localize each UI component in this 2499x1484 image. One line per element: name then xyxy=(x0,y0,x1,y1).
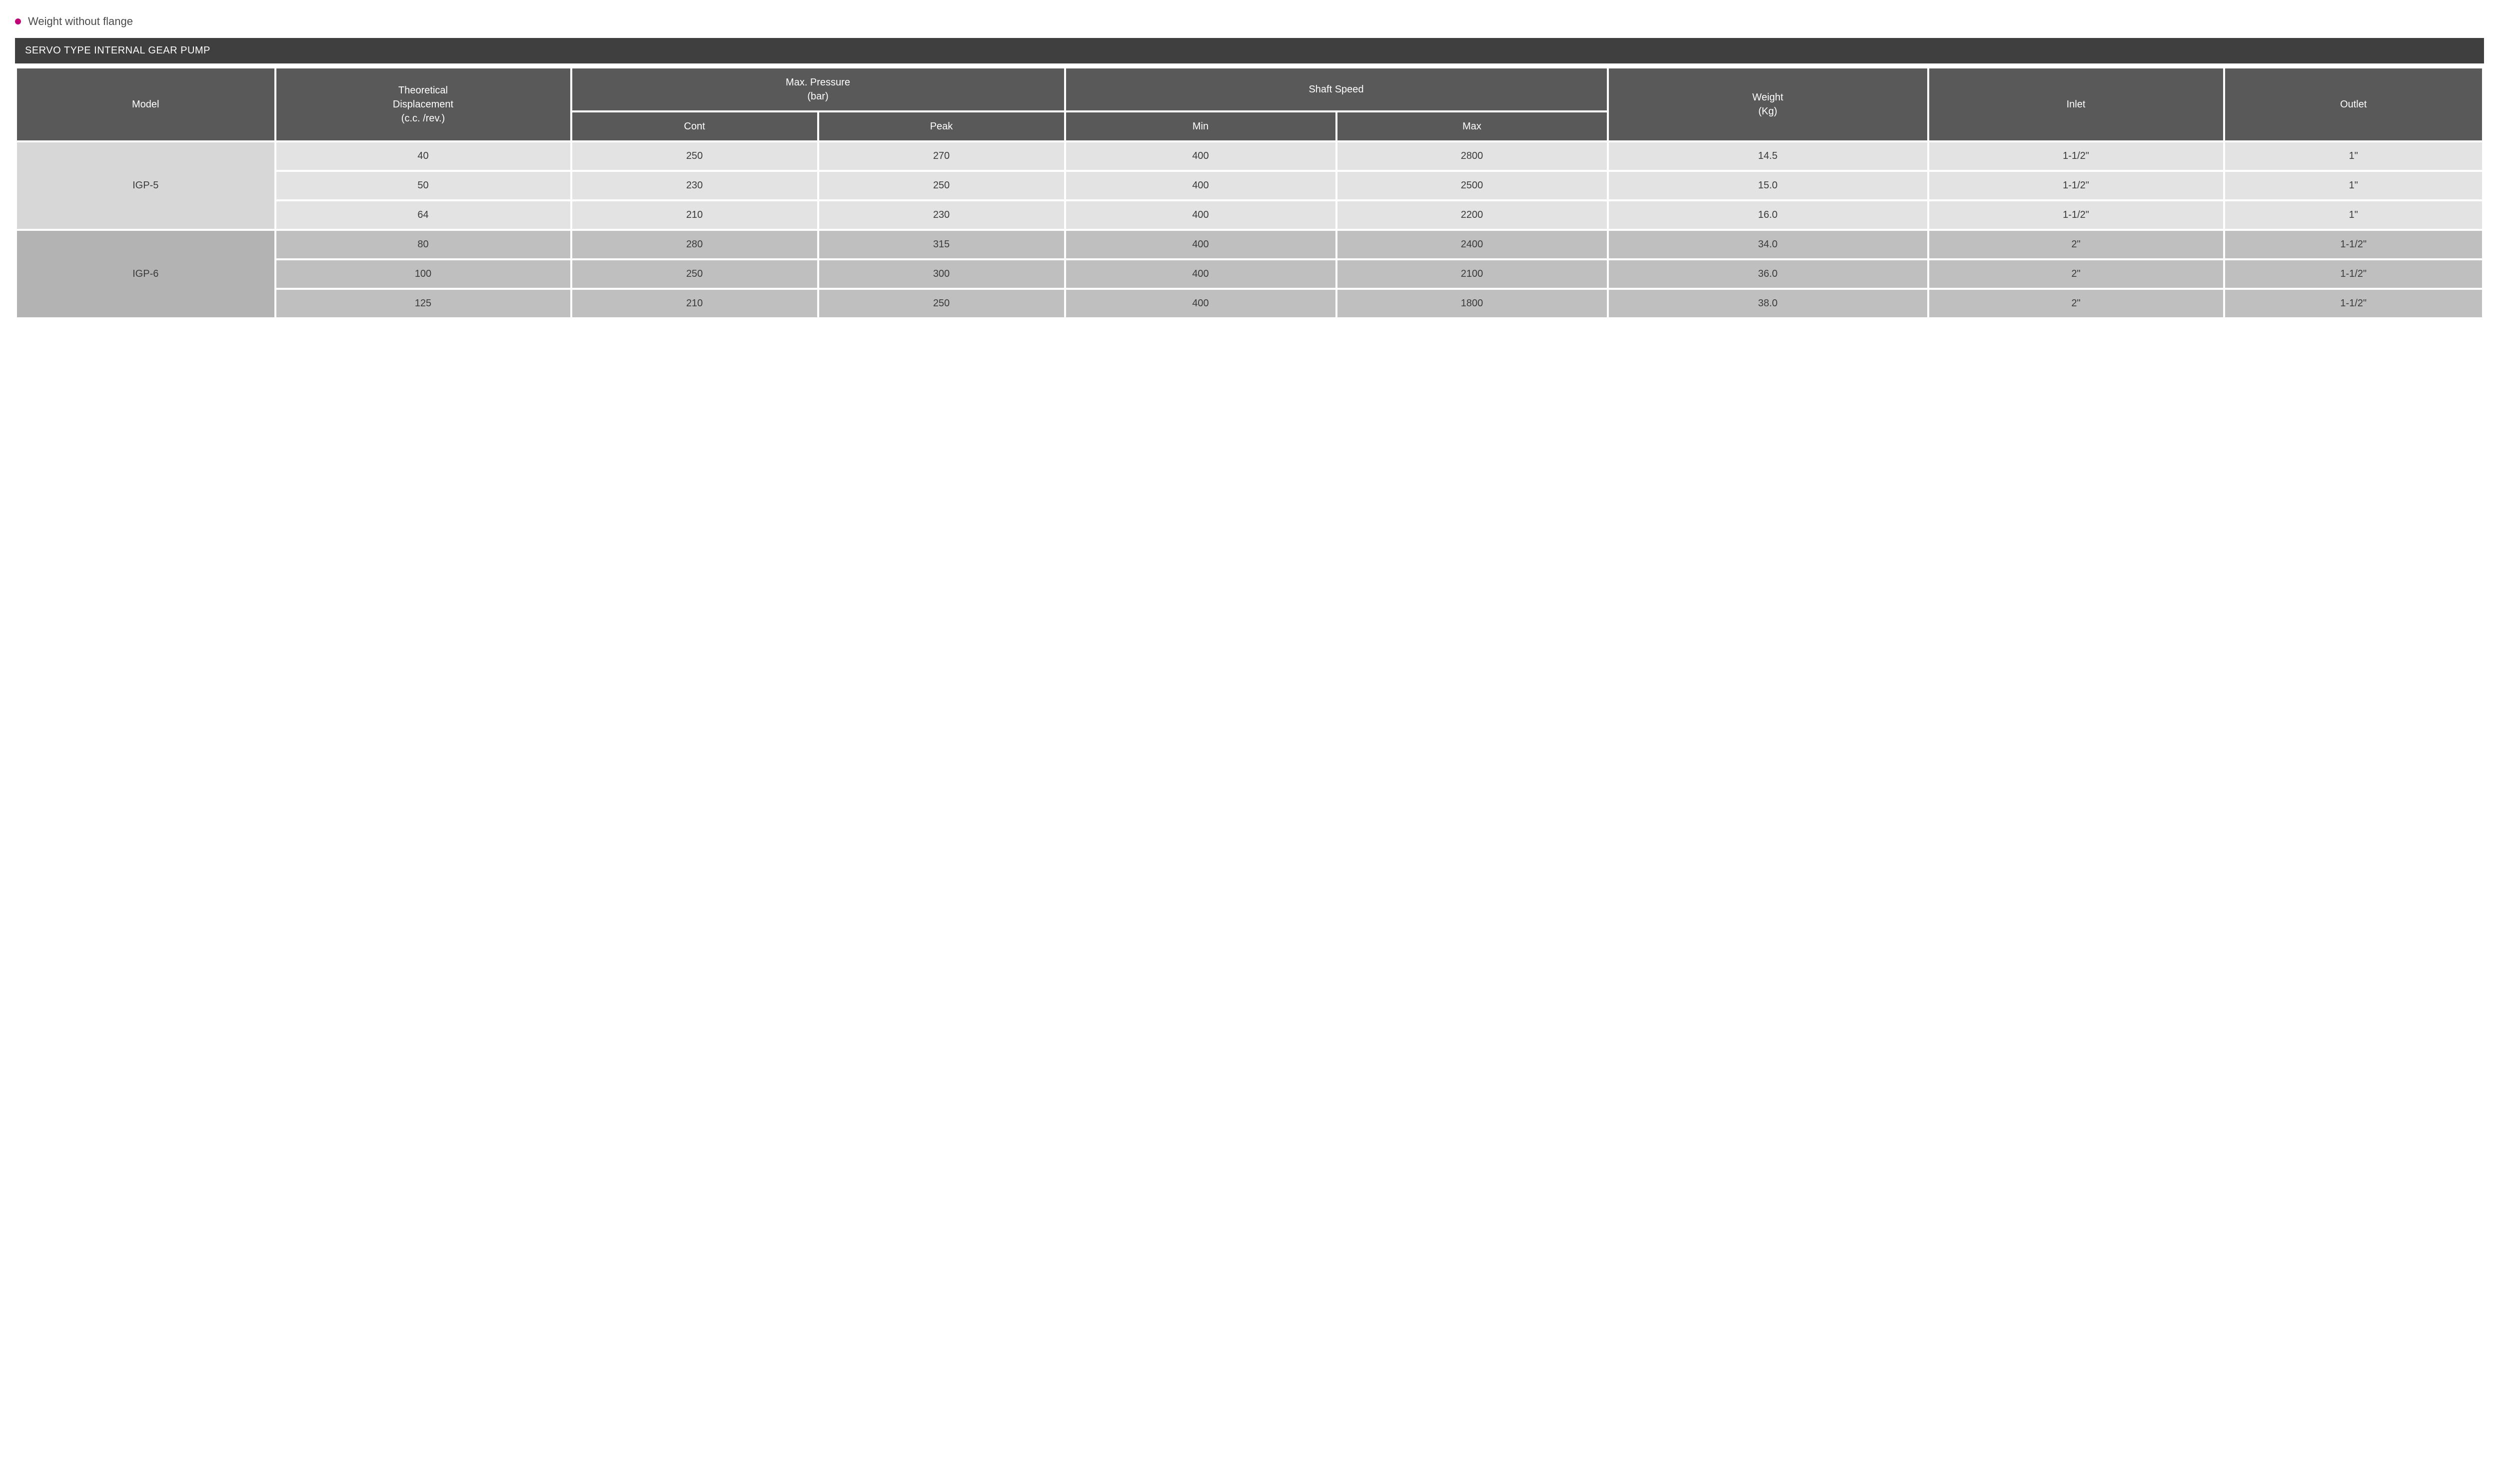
cell-min: 400 xyxy=(1066,172,1335,199)
cell-cont: 210 xyxy=(572,290,817,317)
cell-peak: 250 xyxy=(819,290,1064,317)
cell-peak: 315 xyxy=(819,231,1064,258)
cell-inlet: 2" xyxy=(1929,290,2223,317)
cell-outlet: 1" xyxy=(2225,172,2483,199)
cell-peak: 230 xyxy=(819,201,1064,229)
cell-max: 1800 xyxy=(1337,290,1607,317)
cell-weight: 15.0 xyxy=(1609,172,1927,199)
cell-weight: 36.0 xyxy=(1609,260,1927,288)
cell-weight: 38.0 xyxy=(1609,290,1927,317)
sub-col-header: Peak xyxy=(819,112,1064,140)
cell-cont: 250 xyxy=(572,260,817,288)
model-cell: IGP-5 xyxy=(17,142,274,229)
cell-cont: 210 xyxy=(572,201,817,229)
table-head: ModelTheoretical Displacement (c.c. /rev… xyxy=(17,68,2482,140)
cell-outlet: 1" xyxy=(2225,142,2483,170)
table-title: SERVO TYPE INTERNAL GEAR PUMP xyxy=(15,38,2484,63)
bullet-icon xyxy=(15,18,21,24)
cell-min: 400 xyxy=(1066,201,1335,229)
cell-outlet: 1" xyxy=(2225,201,2483,229)
table-row: 100250300400210036.02"1-1/2" xyxy=(17,260,2482,288)
sub-col-header: Max xyxy=(1337,112,1607,140)
cell-max: 2500 xyxy=(1337,172,1607,199)
cell-weight: 34.0 xyxy=(1609,231,1927,258)
cell-weight: 14.5 xyxy=(1609,142,1927,170)
note: Weight without flange xyxy=(15,15,2484,28)
cell-max: 2400 xyxy=(1337,231,1607,258)
cell-peak: 270 xyxy=(819,142,1064,170)
col-header: Shaft Speed xyxy=(1066,68,1607,110)
table-row: 125210250400180038.02"1-1/2" xyxy=(17,290,2482,317)
spec-table: ModelTheoretical Displacement (c.c. /rev… xyxy=(15,66,2484,319)
cell-min: 400 xyxy=(1066,290,1335,317)
cell-cont: 230 xyxy=(572,172,817,199)
col-header: Theoretical Displacement (c.c. /rev.) xyxy=(276,68,570,140)
table-row: IGP-680280315400240034.02"1-1/2" xyxy=(17,231,2482,258)
col-header: Outlet xyxy=(2225,68,2483,140)
cell-peak: 250 xyxy=(819,172,1064,199)
cell-inlet: 1-1/2" xyxy=(1929,142,2223,170)
cell-disp: 40 xyxy=(276,142,570,170)
col-header: Inlet xyxy=(1929,68,2223,140)
cell-disp: 50 xyxy=(276,172,570,199)
col-header: Model xyxy=(17,68,274,140)
note-text: Weight without flange xyxy=(28,15,133,28)
cell-min: 400 xyxy=(1066,260,1335,288)
table-body: IGP-540250270400280014.51-1/2"1"50230250… xyxy=(17,142,2482,317)
cell-disp: 125 xyxy=(276,290,570,317)
table-row: IGP-540250270400280014.51-1/2"1" xyxy=(17,142,2482,170)
cell-disp: 80 xyxy=(276,231,570,258)
table-row: 64210230400220016.01-1/2"1" xyxy=(17,201,2482,229)
cell-max: 2200 xyxy=(1337,201,1607,229)
cell-inlet: 2" xyxy=(1929,260,2223,288)
cell-min: 400 xyxy=(1066,231,1335,258)
cell-disp: 100 xyxy=(276,260,570,288)
table-row: 50230250400250015.01-1/2"1" xyxy=(17,172,2482,199)
cell-inlet: 1-1/2" xyxy=(1929,172,2223,199)
cell-outlet: 1-1/2" xyxy=(2225,260,2483,288)
col-header: Weight (Kg) xyxy=(1609,68,1927,140)
cell-outlet: 1-1/2" xyxy=(2225,231,2483,258)
model-cell: IGP-6 xyxy=(17,231,274,317)
cell-inlet: 1-1/2" xyxy=(1929,201,2223,229)
cell-inlet: 2" xyxy=(1929,231,2223,258)
cell-outlet: 1-1/2" xyxy=(2225,290,2483,317)
cell-max: 2100 xyxy=(1337,260,1607,288)
cell-cont: 250 xyxy=(572,142,817,170)
cell-weight: 16.0 xyxy=(1609,201,1927,229)
sub-col-header: Min xyxy=(1066,112,1335,140)
cell-max: 2800 xyxy=(1337,142,1607,170)
cell-min: 400 xyxy=(1066,142,1335,170)
cell-cont: 280 xyxy=(572,231,817,258)
cell-disp: 64 xyxy=(276,201,570,229)
sub-col-header: Cont xyxy=(572,112,817,140)
cell-peak: 300 xyxy=(819,260,1064,288)
col-header: Max. Pressure (bar) xyxy=(572,68,1064,110)
